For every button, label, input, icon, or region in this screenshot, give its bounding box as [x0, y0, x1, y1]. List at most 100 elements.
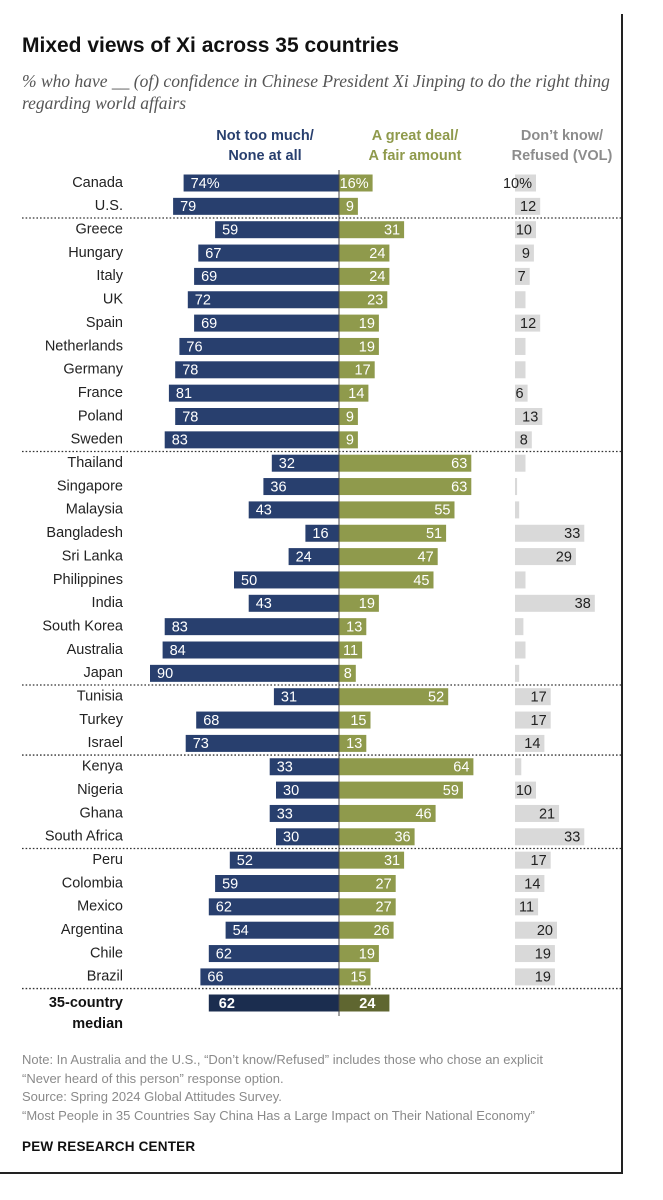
country-label-sweden: Sweden [71, 432, 123, 448]
value-no-confidence-bangladesh: 16 [312, 526, 328, 542]
bar-confidence-argentina [339, 921, 394, 939]
bar-dont-know-greece [515, 221, 536, 239]
column-header-dont-know-line2: Refused (VOL) [511, 148, 613, 164]
bar-confidence-nigeria [339, 781, 463, 799]
value-no-confidence-india: 43 [256, 596, 272, 612]
country-label-bangladesh: Bangladesh [46, 525, 123, 541]
value-no-confidence-south-korea: 83 [172, 619, 188, 635]
bar-no-confidence-u-s [173, 197, 339, 215]
bar-dont-know-chile [515, 945, 555, 963]
value-dont-know-sri-lanka: 29 [556, 549, 572, 565]
country-label-uk: UK [103, 292, 123, 308]
value-no-confidence-uk: 72 [195, 293, 211, 309]
bar-dont-know-poland [515, 408, 543, 425]
country-label-kenya: Kenya [82, 759, 124, 775]
bar-confidence-bangladesh [339, 524, 447, 542]
bar-dont-know-india [515, 594, 595, 612]
value-dont-know-bangladesh: 33 [564, 526, 580, 542]
bar-confidence-kenya [339, 758, 474, 776]
bar-no-confidence-ghana [269, 804, 339, 822]
bar-no-confidence-sweden [164, 431, 339, 449]
bar-confidence-chile [339, 945, 379, 963]
bar-no-confidence-bangladesh [305, 524, 339, 542]
bar-confidence-uk [339, 291, 388, 309]
bar-dont-know-sri-lanka [515, 548, 576, 566]
bar-confidence-brazil [339, 968, 371, 986]
bar-dont-know-japan [515, 664, 520, 682]
bar-dont-know-israel [515, 734, 545, 752]
value-dont-know-peru: 17 [531, 853, 547, 869]
value-dont-know-chile: 19 [535, 946, 551, 962]
bar-no-confidence-colombia [215, 875, 339, 892]
bar-confidence-greece [339, 221, 405, 239]
value-no-confidence-turkey: 68 [203, 713, 219, 729]
bar-no-confidence-italy [194, 267, 339, 285]
bar-no-confidence-sri-lanka [288, 548, 339, 566]
bar-dont-know-philippines [515, 571, 526, 589]
bar-dont-know-ghana [515, 804, 560, 822]
value-confidence-argentina: 26 [373, 923, 389, 939]
bar-dont-know-brazil [515, 968, 555, 986]
value-confidence-sri-lanka: 47 [418, 549, 434, 565]
column-header-dont-know-line1: Don’t know/ [520, 128, 604, 144]
value-dont-know-italy: 7 [518, 269, 526, 285]
value-no-confidence-sweden: 83 [172, 433, 188, 449]
value-confidence-india: 19 [359, 596, 375, 612]
value-no-confidence-hungary: 67 [205, 246, 221, 262]
country-label-u-s: U.S. [95, 198, 123, 214]
bar-confidence-sri-lanka [339, 548, 438, 566]
value-confidence-netherlands: 19 [359, 339, 375, 355]
value-confidence-poland: 9 [346, 409, 354, 425]
bar-dont-know-germany [515, 361, 526, 379]
bar-no-confidence-hungary [198, 244, 339, 262]
bar-dont-know-peru [515, 851, 551, 869]
bar-confidence-spain [339, 314, 379, 332]
bar-no-confidence-philippines [234, 571, 339, 589]
country-label-mexico: Mexico [77, 899, 123, 915]
bar-no-confidence-germany [175, 361, 339, 379]
value-no-confidence-argentina: 54 [233, 923, 249, 939]
bar-confidence-france [339, 384, 369, 402]
value-no-confidence-colombia: 59 [222, 876, 238, 892]
value-confidence-hungary: 24 [369, 246, 385, 262]
value-confidence-u-s: 9 [346, 199, 354, 215]
value-no-confidence-malaysia: 43 [256, 503, 272, 519]
value-dont-know-india: 38 [575, 596, 591, 612]
frame-right-edge [621, 14, 623, 1174]
bar-no-confidence-south-africa [276, 828, 339, 846]
country-label-germany: Germany [63, 362, 123, 378]
value-confidence-germany: 17 [355, 363, 371, 379]
bar-confidence-malaysia [339, 501, 455, 519]
bar-dont-know-sweden [515, 431, 532, 449]
bar-confidence-peru [339, 851, 405, 869]
bar-dont-know-tunisia [515, 688, 551, 706]
value-dont-know-greece: 10 [516, 223, 532, 239]
bar-no-confidence-tunisia [273, 688, 339, 706]
column-header-no-confidence: Not too much/ None at all [190, 126, 340, 166]
value-no-confidence-spain: 69 [201, 316, 217, 332]
value-confidence-bangladesh: 51 [426, 526, 442, 542]
value-confidence-singapore: 63 [451, 479, 467, 495]
value-no-confidence-australia: 84 [170, 643, 186, 659]
country-label-south-africa: South Africa [45, 829, 124, 845]
bar-no-confidence-poland [175, 408, 339, 425]
value-no-confidence-poland: 78 [182, 409, 198, 425]
value-no-confidence-sri-lanka: 24 [296, 549, 312, 565]
median-label-line1: 35-country [49, 995, 123, 1011]
value-confidence-turkey: 15 [350, 713, 366, 729]
country-label-nigeria: Nigeria [77, 782, 124, 798]
country-label-peru: Peru [92, 852, 123, 868]
value-dont-know-hungary: 9 [522, 246, 530, 262]
value-no-confidence-brazil: 66 [207, 970, 223, 986]
value-no-confidence-greece: 59 [222, 223, 238, 239]
country-label-sri-lanka: Sri Lanka [62, 548, 124, 564]
bar-confidence-median [339, 994, 390, 1012]
value-no-confidence-u-s: 79 [180, 199, 196, 215]
bar-no-confidence-kenya [269, 758, 339, 776]
country-label-chile: Chile [90, 945, 123, 961]
bar-confidence-ghana [339, 804, 436, 822]
value-dont-know-turkey: 17 [531, 713, 547, 729]
value-confidence-thailand: 63 [451, 456, 467, 472]
chart-subtitle: % who have __ (of) confidence in Chinese… [22, 71, 610, 113]
country-label-south-korea: South Korea [42, 618, 124, 634]
